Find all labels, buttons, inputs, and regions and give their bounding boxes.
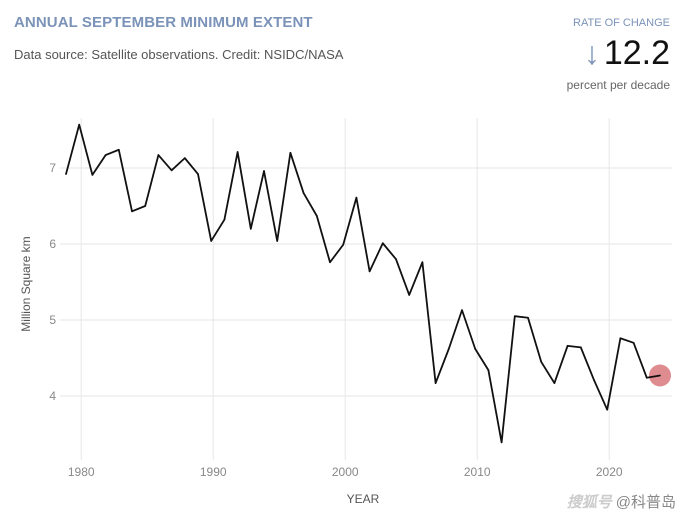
data-point (210, 240, 212, 242)
data-point (368, 270, 371, 273)
data-point (606, 408, 608, 411)
x-tick-label: 1980 (68, 465, 95, 479)
data-point (527, 316, 529, 319)
data-point (408, 294, 411, 296)
data-point (448, 348, 450, 350)
y-tick-label: 6 (49, 237, 56, 251)
y-tick-label: 7 (49, 161, 56, 175)
data-point (118, 148, 120, 151)
data-point (632, 342, 635, 344)
rate-of-change-label: RATE OF CHANGE (573, 17, 670, 29)
data-point (593, 379, 595, 381)
data-point (276, 240, 279, 242)
data-point (659, 374, 661, 377)
data-point (566, 345, 569, 347)
data-point (197, 173, 199, 175)
y-axis-label: Million Square km (19, 236, 33, 331)
data-point (78, 123, 80, 126)
data-point (250, 228, 252, 230)
x-tick-label: 2010 (464, 465, 491, 479)
x-tick-label: 1990 (200, 465, 227, 479)
data-point (646, 376, 648, 379)
data-point (65, 173, 67, 175)
rate-of-change: ↓ 12.2 (584, 36, 670, 70)
x-tick-label: 2000 (332, 465, 359, 479)
data-point (263, 170, 265, 172)
data-point (500, 441, 503, 444)
data-point (316, 215, 318, 217)
data-point (131, 210, 133, 213)
watermark-logo: 搜狐号 (566, 494, 612, 511)
arrow-down-icon: ↓ (583, 35, 600, 71)
data-point (289, 152, 292, 154)
data-point (170, 169, 173, 172)
chart-title: ANNUAL SEPTEMBER MINIMUM EXTENT (14, 14, 313, 31)
x-tick-label: 2020 (596, 465, 623, 479)
data-point (421, 261, 424, 264)
data-point (580, 346, 582, 349)
data-point (236, 151, 239, 153)
data-point (619, 337, 622, 340)
rate-of-change-value: 12.2 (603, 34, 670, 72)
data-point (157, 154, 160, 156)
data-point (461, 309, 463, 311)
data-point (223, 218, 226, 221)
data-point (540, 361, 542, 363)
data-point (474, 348, 477, 350)
data-point (144, 205, 146, 207)
data-point (302, 192, 305, 194)
y-tick-label: 4 (49, 389, 56, 403)
data-point (382, 242, 384, 245)
data-point (184, 157, 186, 159)
data-point (355, 196, 358, 199)
data-point (91, 174, 94, 176)
data-point (395, 258, 397, 261)
x-axis-label: YEAR (347, 492, 380, 506)
data-point (553, 382, 556, 384)
rate-of-change-unit: percent per decade (566, 78, 670, 92)
watermark-handle: @科普岛 (615, 494, 676, 511)
data-point (329, 261, 331, 264)
data-point (487, 369, 490, 371)
data-point (104, 154, 107, 156)
data-point (342, 243, 345, 246)
data-point (434, 382, 437, 384)
y-tick-label: 5 (49, 313, 56, 327)
extent-series-line (65, 123, 661, 444)
watermark: 搜狐号 @科普岛 (567, 491, 676, 512)
data-point (514, 315, 516, 318)
chart-subtitle: Data source: Satellite observations. Cre… (14, 47, 344, 62)
